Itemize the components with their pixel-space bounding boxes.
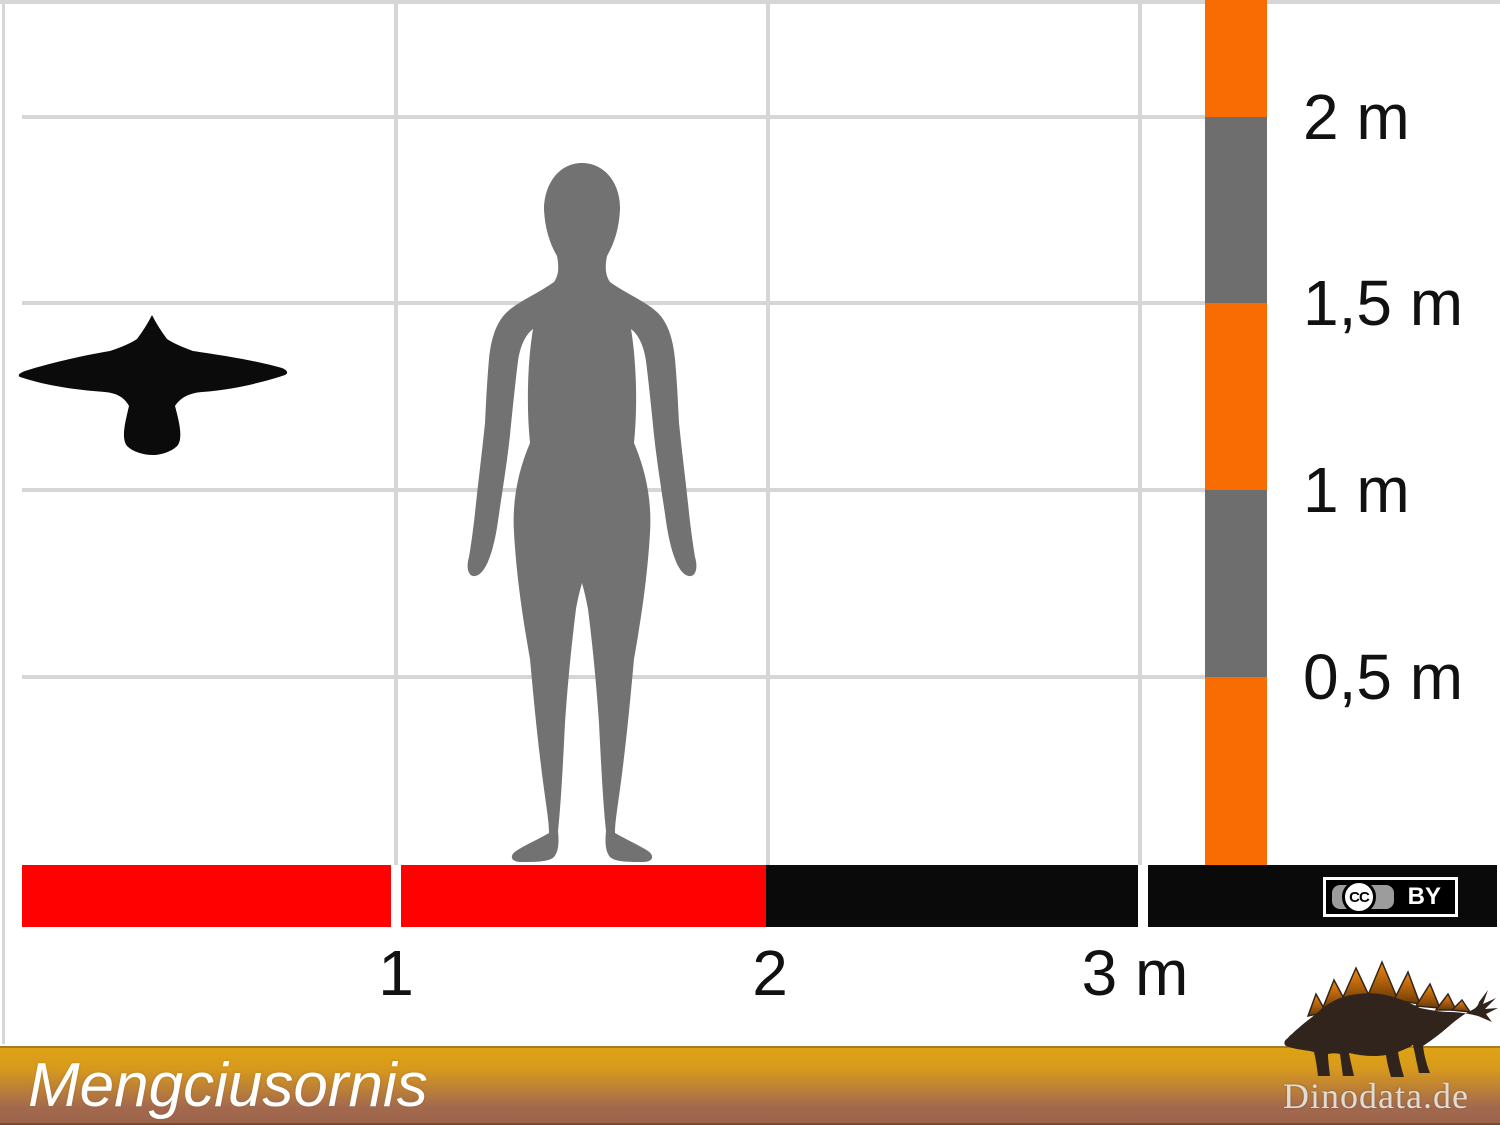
cc-by-license-badge[interactable]: CC BY: [1323, 877, 1458, 917]
y-scale-label-0-5m: 0,5 m: [1303, 641, 1464, 713]
footer-bar: [0, 1046, 1500, 1125]
gridline-x-2m: [766, 0, 770, 865]
vertical-ruler-segment-orange: [1205, 303, 1267, 490]
y-scale-label-1m: 1 m: [1303, 454, 1410, 526]
horizontal-ruler-segment-black: [766, 865, 1138, 927]
y-scale-label-1-5m: 1,5 m: [1303, 267, 1464, 339]
vertical-ruler-segment-gray: [1205, 490, 1267, 677]
species-title: Mengciusornis: [28, 1051, 428, 1120]
cc-logo-text: CC: [1349, 888, 1370, 906]
horizontal-ruler-segment-red: [22, 865, 391, 927]
vertical-ruler-segment-orange: [1205, 677, 1267, 865]
vertical-ruler-segment-orange: [1205, 0, 1267, 117]
horizontal-ruler-segment-red: [401, 865, 766, 927]
left-border-line: [2, 0, 5, 1044]
top-border-line: [0, 0, 1500, 4]
x-scale-label-3m: 3 m: [1081, 937, 1189, 1009]
stegosaurus-logo-icon: [1284, 960, 1498, 1077]
cc-by-label: BY: [1407, 883, 1441, 910]
gridline-2m: [22, 115, 1205, 119]
site-watermark-link[interactable]: Dinodata.de: [1283, 1076, 1469, 1116]
human-silhouette: [467, 163, 697, 862]
x-scale-label-1: 1: [378, 937, 414, 1009]
gridline-x-3m: [1138, 0, 1142, 865]
bird-silhouette: [18, 315, 288, 455]
cc-logo-icon: CC: [1342, 880, 1376, 914]
x-scale-label-2: 2: [752, 937, 788, 1009]
y-scale-label-2m: 2 m: [1303, 81, 1410, 153]
vertical-ruler-segment-gray: [1205, 117, 1267, 303]
gridline-x-1m: [394, 0, 398, 865]
